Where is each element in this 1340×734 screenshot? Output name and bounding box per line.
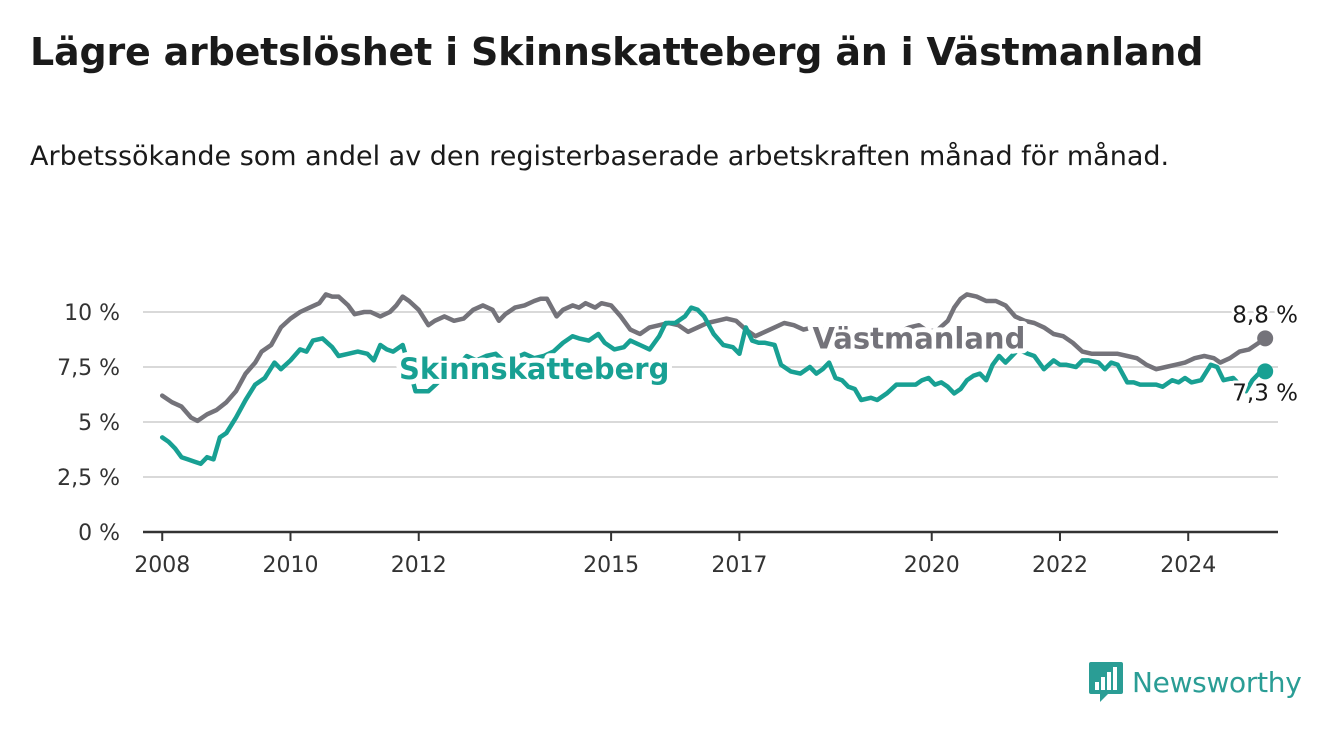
end-value-label: 8,8 % — [1232, 302, 1298, 328]
x-axis: 2008 2010 2012 2015 2017 2020 2022 2024 — [134, 530, 1278, 578]
series-name-label: Skinnskatteberg — [399, 352, 669, 386]
end-value-halo: 7,3 % — [1232, 380, 1298, 406]
brand-name: Newsworthy — [1132, 665, 1302, 699]
grid-lines — [143, 311, 1278, 478]
x-tick-label: 2008 — [134, 553, 190, 578]
y-axis-ticks: 0 % 2,5 % 5 % 7,5 % 10 % — [57, 301, 120, 546]
end-value-label: 7,3 % — [1232, 380, 1298, 406]
x-tick-label: 2017 — [711, 553, 767, 578]
y-tick-label: 7,5 % — [57, 356, 120, 381]
bar-chart-logo-icon — [1089, 662, 1123, 702]
newsworthy-brand: Newsworthy — [1088, 660, 1302, 704]
x-tick-label: 2012 — [391, 553, 447, 578]
series-end-point — [1257, 330, 1274, 347]
series-name-halo: Västmanland — [812, 321, 1025, 355]
x-tick-label: 2024 — [1160, 553, 1216, 578]
x-tick-label: 2020 — [904, 553, 960, 578]
y-tick-label: 0 % — [78, 521, 120, 546]
y-tick-label: 5 % — [78, 411, 120, 436]
series-line-västmanland — [159, 292, 1268, 424]
line-chart: 0 % 2,5 % 5 % 7,5 % 10 % 2008 2010 2012 2015 201… — [57, 292, 1301, 578]
series-name-label: Västmanland — [812, 321, 1025, 355]
x-tick-label: 2015 — [583, 553, 639, 578]
series-lines — [159, 292, 1274, 467]
x-tick-label: 2022 — [1032, 553, 1088, 578]
chart-title: Lägre arbetslöshet i Skinnskatteberg än … — [30, 30, 1204, 74]
x-tick-label: 2010 — [262, 553, 318, 578]
y-tick-label: 10 % — [64, 301, 120, 326]
series-line-skinnskatteberg — [159, 305, 1268, 467]
chart-subtitle: Arbetssökande som andel av den registerb… — [30, 141, 1170, 172]
series-labels: VästmanlandVästmanlandSkinnskattebergSki… — [394, 299, 1301, 409]
end-value-halo: 8,8 % — [1232, 302, 1298, 328]
series-end-point — [1257, 363, 1274, 380]
y-tick-label: 2,5 % — [57, 466, 120, 491]
series-name-halo: Skinnskatteberg — [399, 352, 669, 386]
